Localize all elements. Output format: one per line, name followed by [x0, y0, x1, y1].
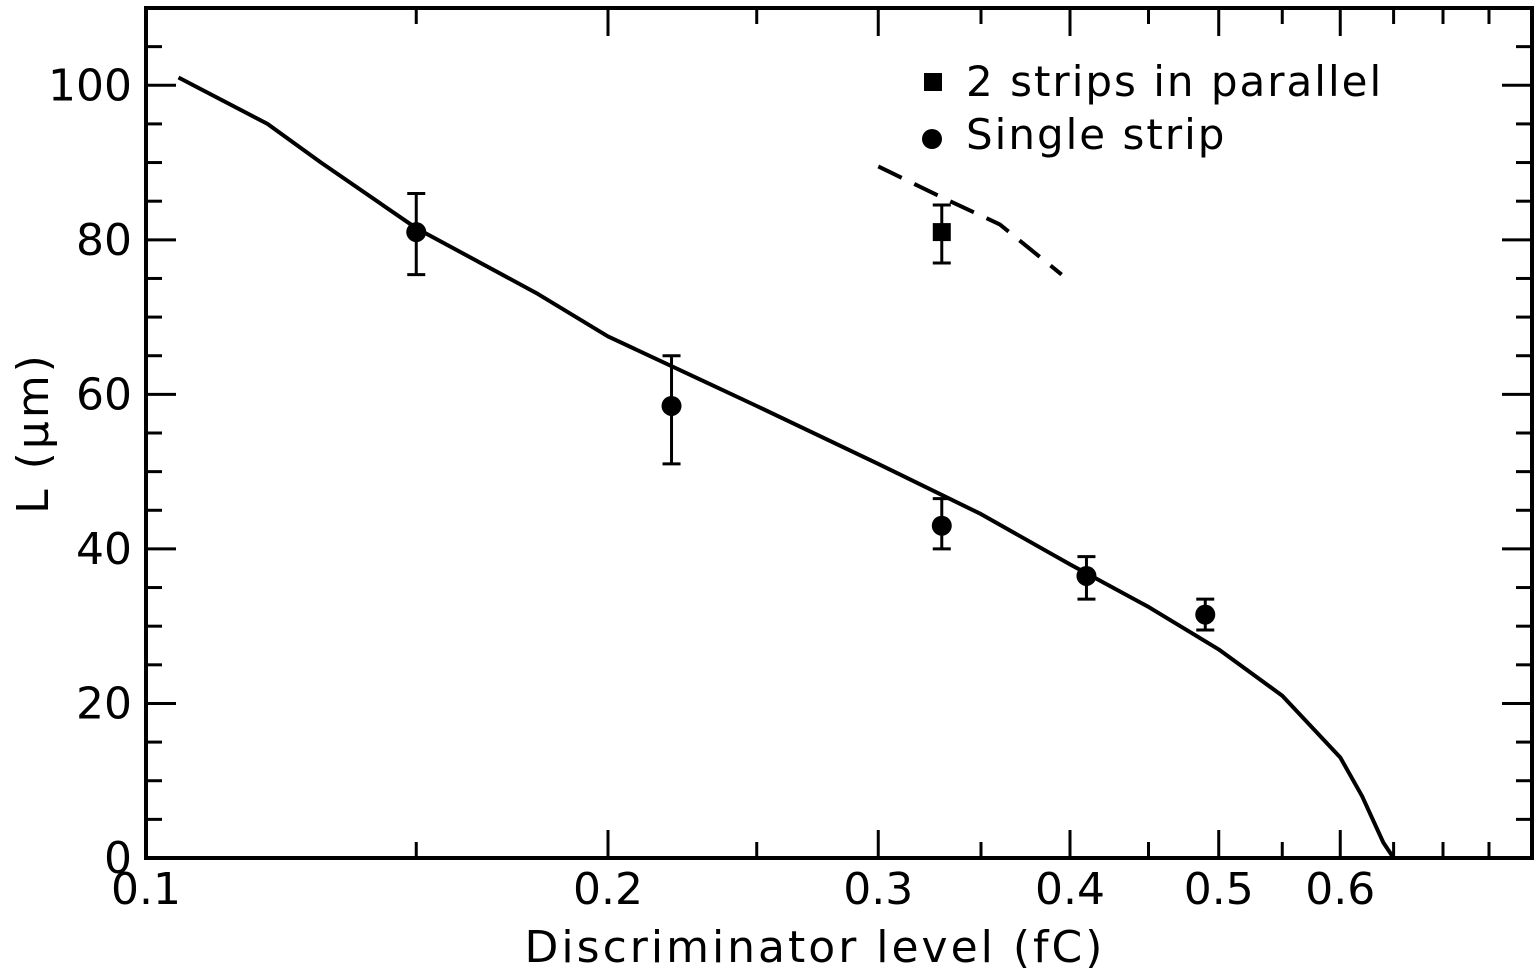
- plot-frame: [144, 6, 1534, 860]
- data-point-circle: [661, 395, 682, 416]
- legend-square-marker: [924, 73, 942, 91]
- tick-labels-group: 0.1 0.2 0.3 0.4 0.5 0.6 0 20 40 60 80 100: [48, 60, 1375, 915]
- legend-label-2: Single strip: [966, 110, 1226, 159]
- fit-curve: [177, 75, 1396, 860]
- y-tick-label: 20: [76, 678, 132, 729]
- dashed-curve: [877, 164, 1063, 277]
- data-point-circle: [1195, 604, 1216, 625]
- x-tick-label: 0.4: [1035, 864, 1105, 915]
- data-point-square: [932, 223, 951, 242]
- x-axis-label: Discriminator level (fC): [525, 922, 1106, 973]
- y-tick-label: 100: [48, 60, 132, 111]
- ticks-group: [144, 8, 1532, 860]
- y-tick-label: 40: [76, 524, 132, 575]
- curves-group: [177, 75, 1396, 860]
- y-tick-label: 80: [76, 215, 132, 266]
- x-tick-label: 0.5: [1184, 864, 1254, 915]
- x-tick-label: 0.6: [1305, 864, 1375, 915]
- data-point-circle: [931, 515, 952, 536]
- points-group: [406, 191, 1216, 632]
- y-tick-label: 0: [104, 833, 132, 884]
- data-point-circle: [1076, 565, 1097, 586]
- legend: 2 strips in parallel Single strip: [922, 57, 1383, 159]
- x-tick-label: 0.2: [573, 864, 643, 915]
- legend-label-1: 2 strips in parallel: [966, 57, 1383, 106]
- y-axis-label: L (μm): [8, 352, 59, 514]
- x-tick-label: 0.3: [843, 864, 913, 915]
- x-tick-label: 0.1: [111, 864, 181, 915]
- data-point-circle: [406, 222, 427, 243]
- y-tick-label: 60: [76, 369, 132, 420]
- legend-circle-marker: [922, 129, 942, 149]
